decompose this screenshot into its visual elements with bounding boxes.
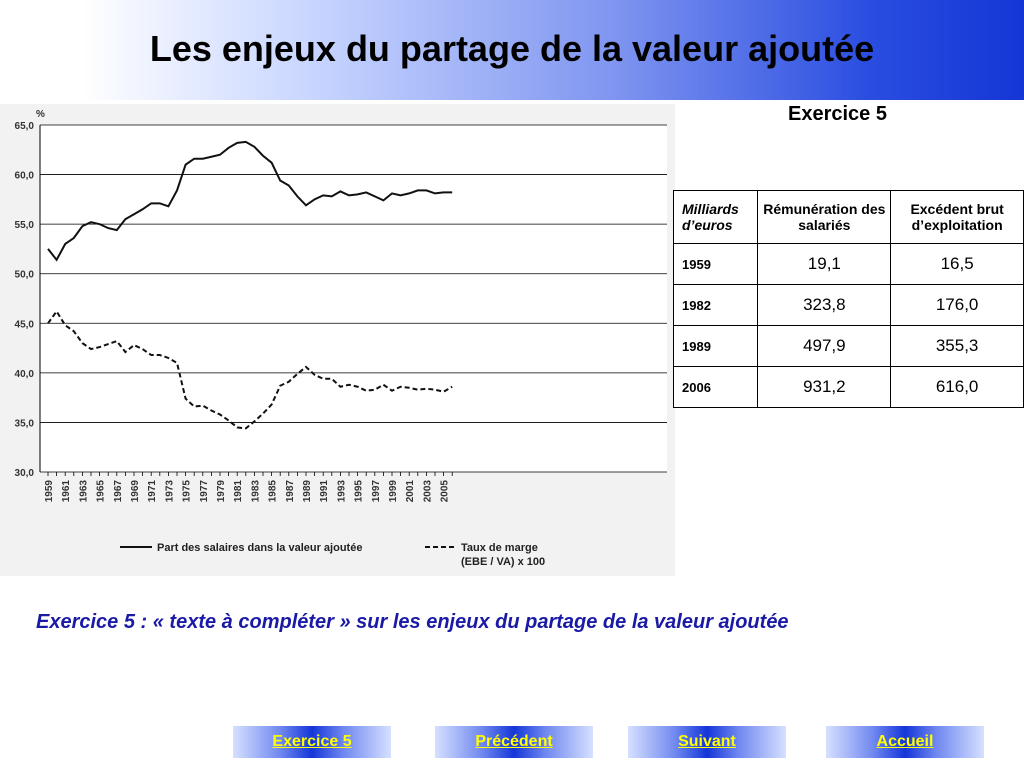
x-tick-label: 1979 — [216, 480, 227, 503]
x-tick-label: 2001 — [405, 480, 416, 503]
x-tick-label: 1967 — [113, 480, 124, 503]
x-tick-label: 1991 — [319, 480, 330, 503]
line-chart: 30,0 35,0 40,0 45,0 50,0 55,0 60,0 65,0% 1959 196… — [0, 104, 675, 576]
x-tick-label: 1961 — [61, 480, 72, 503]
page-title: Les enjeux du partage de la valeur ajout… — [149, 28, 875, 69]
cell-ebe: 16,5 — [890, 243, 1024, 285]
exercise-caption: Exercice 5 : « texte à compléter » sur l… — [36, 611, 789, 633]
unit-label: Milliards d’euros — [672, 190, 759, 244]
column-header-remuneration: Rémunération des salariés — [757, 190, 892, 244]
x-tick-label: 1993 — [336, 480, 347, 503]
plot-area — [40, 125, 667, 472]
x-tick-label: 1975 — [182, 480, 193, 503]
next-button[interactable]: Suivant — [628, 726, 786, 758]
cell-ebe: 355,3 — [890, 325, 1024, 367]
row-year: 1959 — [672, 243, 759, 285]
x-tick-label: 1999 — [388, 480, 399, 503]
x-tick-label: 1971 — [147, 480, 158, 503]
cell-ebe: 616,0 — [890, 366, 1024, 408]
x-tick-label: 1985 — [268, 480, 279, 503]
row-year: 1989 — [672, 325, 759, 367]
x-tick-label: 1987 — [285, 480, 296, 503]
table-row: 1959 19,1 16,5 — [672, 243, 1024, 285]
legend-label-taux-marge: Taux de marge — [461, 542, 538, 554]
y-tick-label: 65,0 — [15, 121, 35, 132]
table-row: 1982 323,8 176,0 — [672, 284, 1024, 326]
cell-remuneration: 19,1 — [757, 243, 892, 285]
cell-remuneration: 931,2 — [757, 366, 892, 408]
title-bar: Les enjeux du partage de la valeur ajout… — [0, 0, 1024, 100]
y-tick-label: 60,0 — [15, 171, 35, 182]
x-tick-label: 2005 — [440, 480, 451, 503]
y-axis-label: % — [36, 109, 45, 120]
y-tick-label: 40,0 — [15, 369, 35, 380]
x-tick-label: 1969 — [130, 480, 141, 503]
y-tick-label: 45,0 — [15, 319, 35, 330]
column-header-ebe: Excédent brut d’exploitation — [890, 190, 1024, 244]
cell-remuneration: 323,8 — [757, 284, 892, 326]
home-button[interactable]: Accueil — [826, 726, 984, 758]
x-tick-label: 1973 — [164, 480, 175, 503]
y-tick-label: 30,0 — [15, 468, 35, 479]
x-tick-label: 2003 — [422, 480, 433, 503]
table-row: 2006 931,2 616,0 — [672, 366, 1024, 408]
legend-label-taux-marge-formula: (EBE / VA) x 100 — [461, 556, 545, 568]
chart-svg: 30,0 35,0 40,0 45,0 50,0 55,0 60,0 65,0% 1959 196… — [15, 109, 667, 568]
y-tick-label: 55,0 — [15, 220, 35, 231]
y-tick-label: 35,0 — [15, 418, 35, 429]
x-tick-label: 1997 — [371, 480, 382, 503]
exercise-label: Exercice 5 — [788, 103, 887, 125]
x-tick-label: 1995 — [354, 480, 365, 503]
cell-ebe: 176,0 — [890, 284, 1024, 326]
x-tick-label: 1977 — [199, 480, 210, 503]
row-year: 2006 — [672, 366, 759, 408]
x-tick-label: 1959 — [44, 480, 55, 503]
previous-button[interactable]: Précédent — [435, 726, 593, 758]
legend-label-salaires: Part des salaires dans la valeur ajoutée — [157, 542, 362, 554]
row-year: 1982 — [672, 284, 759, 326]
x-tick-label: 1963 — [78, 480, 89, 503]
table-row: 1989 497,9 355,3 — [672, 325, 1024, 367]
x-tick-label: 1983 — [250, 480, 261, 503]
series-line-salaires — [47, 140, 453, 262]
x-tick-label: 1989 — [302, 480, 313, 503]
table-header-row: Milliards d’euros Rémunération des salar… — [672, 190, 1024, 244]
series-line-taux-marge — [47, 309, 453, 430]
x-tick-label: 1965 — [96, 480, 107, 503]
exercise-5-button[interactable]: Exercice 5 — [233, 726, 391, 758]
cell-remuneration: 497,9 — [757, 325, 892, 367]
x-tick-label: 1981 — [233, 480, 244, 503]
data-table: Milliards d’euros Rémunération des salar… — [672, 190, 1024, 408]
y-tick-label: 50,0 — [15, 270, 35, 281]
